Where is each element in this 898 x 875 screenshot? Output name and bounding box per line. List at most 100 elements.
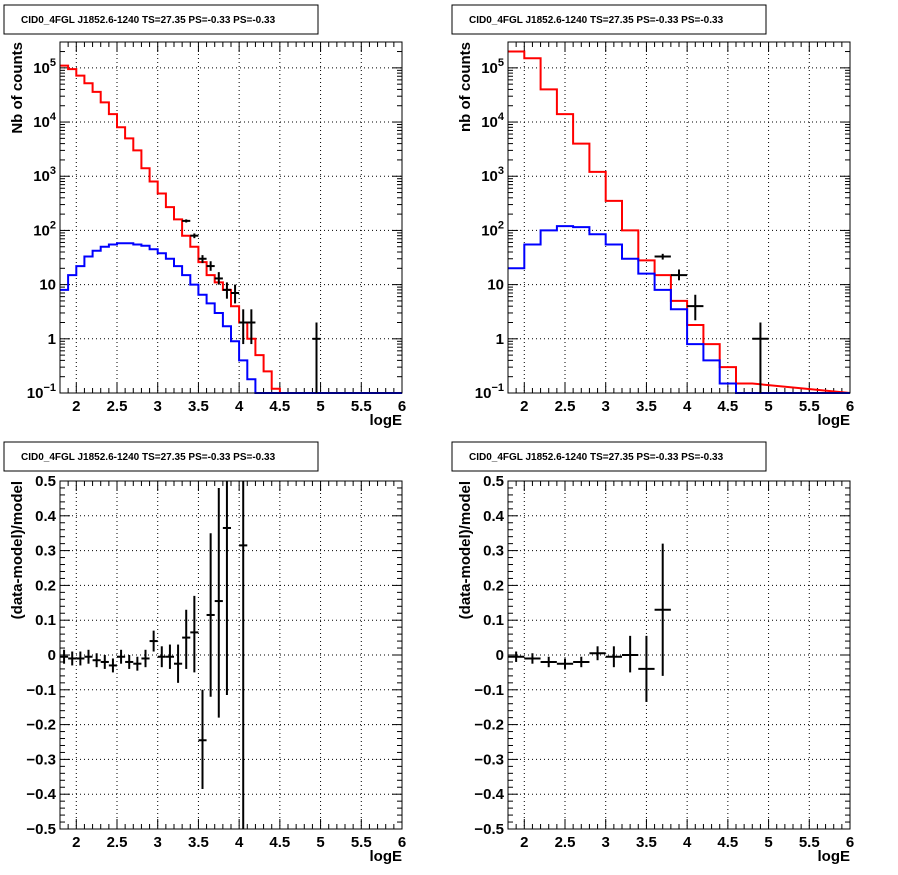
data-point [687,294,704,321]
x-tick-label: 2.5 [555,398,576,415]
x-tick-label: 4.5 [717,398,738,415]
data-points [654,253,769,393]
y-tick-label: 0.5 [35,473,56,490]
y-tick-label: −0.1 [26,682,56,699]
plot-frame [59,41,403,394]
data-point [182,219,191,223]
x-tick-label: 4.5 [717,834,738,851]
y-tick-label: 0 [48,647,56,664]
x-axis-label: logE [370,412,403,429]
plot-frame [507,41,851,394]
chart-title: CID0_4FGL J1852.6-1240 TS=27.35 PS=-0.33… [469,452,724,463]
y-tick-label: −0.1 [474,682,504,699]
y-tick-label: −0.5 [26,821,56,838]
x-tick-label: 2.5 [555,834,576,851]
y-tick-label: 105 [33,57,56,77]
data-point [84,649,93,664]
chart-top-right: 2 2.5 3 3.5 4 4.5 5 5.5 6 10−1 1 10 102 103 104 105 logE… [451,4,854,429]
title-box [3,4,319,35]
data-point [198,255,207,264]
x-tick-label: 2.5 [107,834,128,851]
data-point [222,282,231,299]
data-point [622,635,639,673]
chart-top-left: 2 2.5 3 3.5 4 4.5 5 5.5 6 10−1 1 10 102 103 104 105 logE… [3,4,406,429]
y-tick-label: −0.2 [26,717,56,734]
x-tick-label: 4 [235,834,244,851]
ticks [59,480,403,830]
grid [60,481,402,829]
x-tick-label: 5.5 [351,834,372,851]
chart-title: CID0_4FGL J1852.6-1240 TS=27.35 PS=-0.33… [21,452,276,463]
series-total-line [60,64,402,394]
x-tick-label: 6 [846,834,854,851]
data-point [670,269,688,281]
series-source-line [60,242,402,394]
data-point [239,481,248,829]
x-tick-label: 2 [520,398,528,415]
x-tick-label: 6 [846,398,854,415]
y-tick-label: −0.3 [474,751,504,768]
data-point [149,630,158,652]
data-point [92,653,101,668]
data-point [214,272,223,285]
data-point [141,649,150,668]
x-tick-label: 5 [316,834,324,851]
y-tick-label: 0 [496,647,504,664]
x-tick-label: 4.5 [269,834,290,851]
y-tick-label: 0.4 [483,508,505,525]
ticks [507,41,851,394]
data-point [247,309,256,345]
y-tick-label: 0.3 [35,543,56,560]
data-point [638,635,655,702]
y-tick-label: 0.1 [35,612,56,629]
data-point [231,284,240,304]
ticks [59,41,403,394]
y-tick-label: 103 [33,165,56,185]
data-point [117,649,126,664]
x-tick-label: 6 [398,834,406,851]
y-axis-label: (data-model)/model [457,481,474,619]
y-tick-label: 10−1 [475,382,504,402]
x-tick-label: 3.5 [636,834,657,851]
data-point [60,649,69,664]
y-tick-label: −0.2 [474,717,504,734]
data-point [573,656,590,668]
data-point [222,481,231,696]
data-points [508,543,671,702]
series-source-line [508,225,850,394]
data-points [60,481,248,829]
y-tick-label: 102 [33,219,56,239]
data-point [752,322,769,393]
y-axis-label: Nb of counts [9,42,26,134]
x-tick-label: 3 [154,834,162,851]
data-point [133,656,142,671]
y-tick-label: −0.4 [474,786,504,803]
x-axis-label: logE [818,412,851,429]
data-point [190,595,199,673]
y-tick-label: 0.1 [483,612,504,629]
data-point [182,609,191,669]
x-tick-label: 5 [764,834,772,851]
title-box [3,441,319,472]
y-tick-label: −0.4 [26,786,56,803]
data-point [190,233,199,239]
y-tick-label: 10 [39,277,56,294]
x-axis-label: logE [370,848,403,865]
y-tick-label: 103 [481,165,504,185]
x-tick-label: 3 [602,834,610,851]
x-tick-label: 3.5 [188,398,209,415]
data-points [182,219,321,393]
y-tick-label: 1 [496,331,504,348]
x-tick-label: 2 [72,834,80,851]
chart-title: CID0_4FGL J1852.6-1240 TS=27.35 PS=-0.33… [21,15,276,26]
y-tick-label: −0.3 [26,751,56,768]
title-box [451,441,767,472]
x-tick-label: 5 [316,398,324,415]
plot-frame [507,480,851,830]
data-point [125,655,134,669]
y-tick-label: 0.5 [483,473,504,490]
y-tick-label: 0.2 [483,577,504,594]
chart-bottom-right: 2 2.5 3 3.5 4 4.5 5 5.5 6 −0.5 −0.4 −0.3 −0.2 −0.1 0 0.… [451,441,854,865]
data-point [100,655,109,669]
x-tick-label: 5.5 [799,834,820,851]
